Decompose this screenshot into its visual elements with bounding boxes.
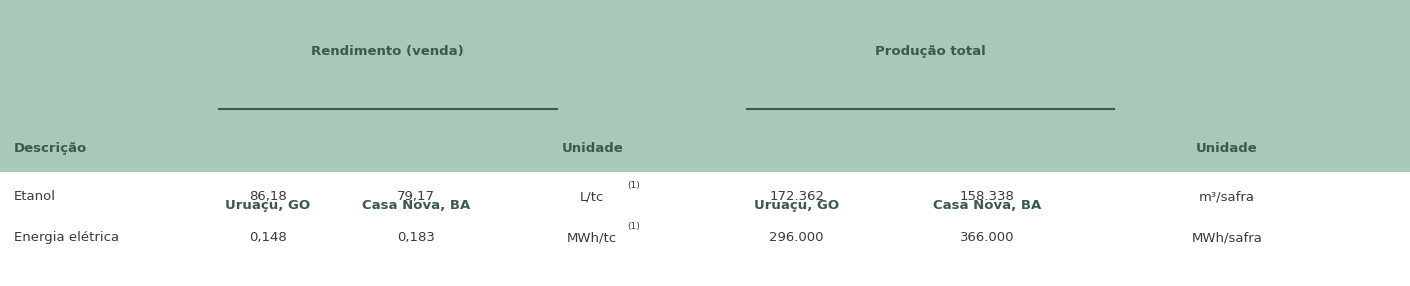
Text: MWh/safra: MWh/safra [1191, 231, 1262, 245]
Text: (1): (1) [627, 181, 640, 190]
Text: (1): (1) [627, 222, 640, 231]
Text: 366.000: 366.000 [960, 231, 1014, 245]
Text: 296.000: 296.000 [770, 231, 823, 245]
Text: Uruaçu, GO: Uruaçu, GO [754, 199, 839, 212]
Text: Produção total: Produção total [876, 45, 986, 58]
Text: 79,17: 79,17 [398, 190, 434, 203]
Text: Energia elétrica: Energia elétrica [14, 231, 120, 245]
Text: 86,18: 86,18 [250, 190, 286, 203]
Text: Casa Nova, BA: Casa Nova, BA [362, 199, 470, 212]
Text: Etanol: Etanol [14, 190, 56, 203]
Text: Uruaçu, GO: Uruaçu, GO [226, 199, 310, 212]
Text: Rendimento (venda): Rendimento (venda) [312, 45, 464, 58]
Text: Casa Nova, BA: Casa Nova, BA [933, 199, 1041, 212]
Text: 0,148: 0,148 [250, 231, 286, 245]
Text: 158.338: 158.338 [960, 190, 1014, 203]
Text: Descrição: Descrição [14, 142, 87, 155]
FancyBboxPatch shape [0, 0, 1410, 172]
Text: m³/safra: m³/safra [1198, 190, 1255, 203]
Text: MWh/tc: MWh/tc [567, 231, 618, 245]
Text: 172.362: 172.362 [768, 190, 825, 203]
Text: Unidade: Unidade [561, 142, 623, 155]
Text: 0,183: 0,183 [398, 231, 434, 245]
Text: L/tc: L/tc [580, 190, 605, 203]
Text: Unidade: Unidade [1196, 142, 1258, 155]
